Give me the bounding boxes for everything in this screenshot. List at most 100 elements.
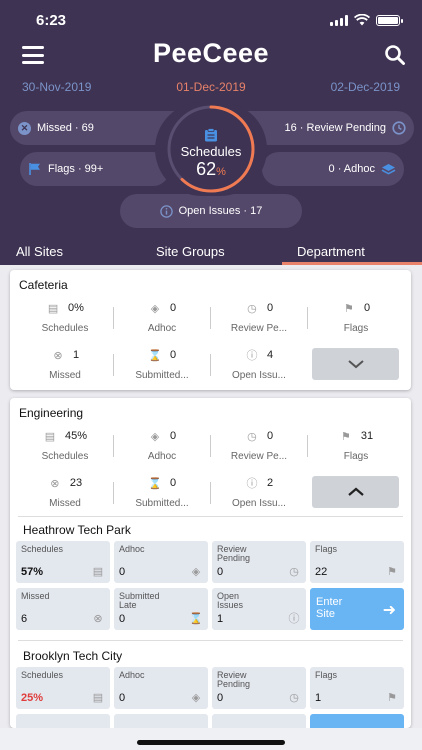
site-title: Heathrow Tech Park — [23, 523, 131, 537]
tile-label: Late — [119, 600, 137, 610]
site-tile-partial[interactable] — [212, 714, 306, 728]
ring-label: Schedules — [180, 144, 242, 159]
stat-label: Submitted... — [135, 498, 189, 509]
missed-x-icon: ⊗ — [50, 477, 60, 490]
site-tile-adhoc[interactable]: Adhoc 0 ◈ — [114, 541, 208, 583]
clock-icon — [392, 121, 406, 135]
tile-value: 1 — [315, 692, 322, 704]
menu-icon[interactable] — [22, 46, 44, 64]
schedules-progress-ring — [167, 105, 255, 193]
site-tile-schedules[interactable]: Schedules 25% ▤ — [16, 667, 110, 709]
stat-value: 0% — [68, 302, 84, 314]
tile-label: Missed — [21, 591, 50, 601]
enter-site-button[interactable] — [310, 714, 404, 728]
signal-icon — [330, 14, 348, 26]
site-tile-partial[interactable] — [16, 714, 110, 728]
department-title: Cafeteria — [19, 278, 68, 292]
stat-label: Missed — [49, 498, 81, 509]
tile-value: 57% — [21, 566, 44, 578]
date-current: 01-Dec-2019 — [176, 80, 246, 94]
info-icon: ⓘ — [288, 613, 300, 625]
stat-value: 2 — [266, 477, 274, 489]
stat-label: Submitted... — [135, 370, 189, 381]
stat-label: Adhoc — [147, 451, 177, 462]
flags-pill[interactable]: Flags · 99+ — [20, 152, 170, 186]
stat-missed: ⊗ 1 Missed — [17, 347, 113, 393]
ring-value: 62% — [153, 159, 269, 180]
enter-site-button[interactable]: Enter Site ➜ — [310, 588, 404, 630]
tile-label: Schedules — [21, 544, 64, 554]
site-tile-schedules[interactable]: Schedules 57% ▤ — [16, 541, 110, 583]
department-title: Engineering — [19, 406, 84, 420]
tile-label: Submitted — [119, 591, 160, 601]
info-icon: ⓘ — [246, 478, 258, 490]
missed-x-icon: ⊗ — [53, 349, 63, 362]
info-icon — [159, 204, 173, 218]
chevron-down-icon — [347, 360, 364, 369]
home-indicator[interactable] — [137, 740, 285, 745]
site-tile-partial[interactable] — [114, 714, 208, 728]
clipboard-icon: ▤ — [44, 430, 56, 443]
stat-value: 0 — [169, 349, 177, 361]
date-prev[interactable]: 30-Nov-2019 — [22, 80, 92, 94]
enter-label: Enter — [316, 596, 343, 608]
date-next[interactable]: 02-Dec-2019 — [330, 80, 400, 94]
stat-schedules: ▤ 0% Schedules — [17, 300, 113, 346]
site-tile-adhoc[interactable]: Adhoc 0 ◈ — [114, 667, 208, 709]
tile-label: Flags — [315, 544, 338, 554]
stat-flags: ⚑ 31 Flags — [308, 428, 404, 474]
tile-label: Adhoc — [119, 544, 145, 554]
site-tile-submitted-late[interactable]: Submitted Late 0 ⌛ — [114, 588, 208, 630]
tile-value: 0 — [217, 566, 224, 578]
tile-label: Adhoc — [119, 670, 145, 680]
tile-label: Flags — [315, 670, 338, 680]
missed-x-icon: ✕ — [18, 121, 31, 135]
site-tile-review-pending[interactable]: Review Pending 0 ◷ — [212, 667, 306, 709]
stat-open-issues: ⓘ 4 Open Issu... — [211, 347, 307, 393]
flag-icon: ⚑ — [387, 691, 397, 704]
tab-all-sites[interactable]: All Sites — [16, 244, 63, 259]
open-issues-summary: Open Issues · 17 — [178, 205, 263, 217]
wifi-icon — [354, 14, 370, 26]
stat-label: Flags — [343, 323, 369, 334]
adhoc-summary: 0 · Adhoc — [328, 163, 375, 175]
tile-value: 0 — [119, 613, 126, 625]
open-issues-pill[interactable]: Open Issues · 17 — [120, 194, 302, 228]
site-tile-missed[interactable]: Missed 6 ⊗ — [16, 588, 110, 630]
site-tile-flags[interactable]: Flags 22 ⚑ — [310, 541, 404, 583]
status-bar: 6:23 — [0, 10, 422, 32]
tab-site-groups[interactable]: Site Groups — [156, 244, 225, 259]
expand-button[interactable] — [312, 348, 399, 380]
adhoc-pill[interactable]: 0 · Adhoc — [262, 152, 404, 186]
site-tile-review-pending[interactable]: Review Pending 0 ◷ — [212, 541, 306, 583]
ring-value-number: 62 — [196, 159, 217, 179]
stat-label: Adhoc — [147, 323, 177, 334]
enter-label: Site — [316, 608, 335, 620]
flag-icon: ⚑ — [344, 302, 354, 315]
tile-label: Review — [217, 670, 247, 680]
site-tile-open-issues[interactable]: Open Issues 1 ⓘ — [212, 588, 306, 630]
tile-label: Review — [217, 544, 247, 554]
stat-adhoc: ◈ 0 Adhoc — [114, 300, 210, 346]
tile-value: 0 — [217, 692, 224, 704]
hourglass-icon: ⌛ — [148, 477, 162, 490]
tile-value: 6 — [21, 613, 28, 625]
tile-value: 25% — [21, 692, 44, 704]
schedules-ring[interactable]: Schedules 62% — [153, 102, 269, 196]
layers-icon: ◈ — [191, 691, 201, 704]
missed-x-icon: ⊗ — [93, 612, 103, 625]
collapse-button[interactable] — [312, 476, 399, 508]
site-tile-flags[interactable]: Flags 1 ⚑ — [310, 667, 404, 709]
tab-bar: All Sites Site Groups Department — [0, 238, 422, 265]
stat-value: 4 — [266, 349, 274, 361]
department-card-cafeteria: Cafeteria ▤ 0% Schedules ◈ 0 Adhoc ◷ 0 Revi… — [10, 270, 411, 390]
info-icon: ⓘ — [246, 350, 258, 362]
tile-label: Issues — [217, 600, 244, 610]
flag-icon: ⚑ — [387, 565, 397, 578]
flags-summary: Flags · 99+ — [48, 163, 104, 175]
tile-value: 0 — [119, 566, 126, 578]
tab-department[interactable]: Department — [297, 244, 365, 259]
tile-value: 0 — [119, 692, 126, 704]
stat-missed: ⊗ 23 Missed — [17, 475, 113, 521]
search-icon[interactable] — [384, 44, 406, 66]
